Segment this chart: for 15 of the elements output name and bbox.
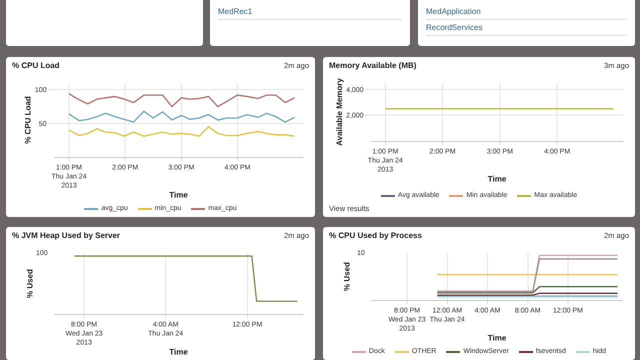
y-axis-title: % CPU Load <box>24 96 33 144</box>
x-axis-title: Time <box>169 190 188 200</box>
text: MedApplication <box>426 4 627 20</box>
y-axis-title: Available Memory <box>334 78 344 146</box>
chart-title: Memory Available (MB) <box>329 61 416 72</box>
y-axis-title: % Used <box>26 268 35 298</box>
x-axis-title: Time <box>169 348 188 357</box>
x-axis-title: Time <box>488 174 507 184</box>
text: MedRec1 <box>218 4 402 20</box>
chart-title: % CPU Used by Process <box>329 231 422 242</box>
text: RecordServices <box>426 20 627 36</box>
y-axis-title: % Used <box>342 262 352 291</box>
x-axis-title: Time <box>488 334 507 343</box>
chart-title: % CPU Load <box>12 61 60 72</box>
chart-title: % JVM Heap Used by Server <box>12 231 120 242</box>
